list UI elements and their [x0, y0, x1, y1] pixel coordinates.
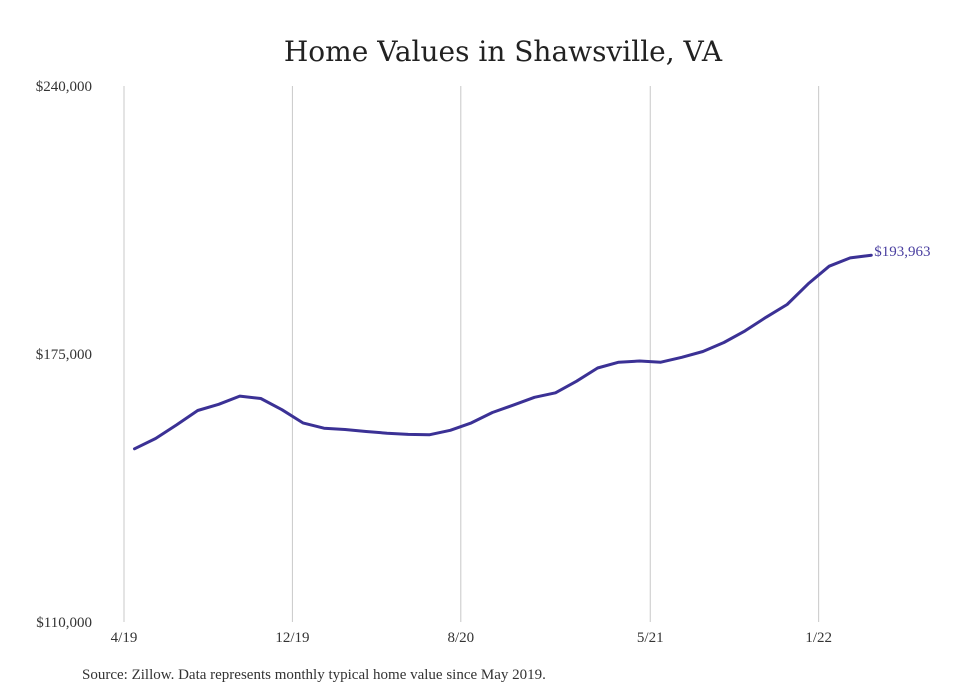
x-tick-label: 12/19: [275, 630, 309, 646]
last-value-label: $193,963: [874, 244, 930, 260]
series-line-0: [133, 253, 873, 451]
y-tick-label: $240,000: [36, 79, 92, 95]
source-note: Source: Zillow. Data represents monthly …: [82, 667, 546, 683]
gridlines: [123, 86, 820, 622]
x-tick-label: 5/21: [637, 630, 664, 646]
x-tick-label: 4/19: [111, 630, 138, 646]
x-tick-label: 1/22: [805, 630, 832, 646]
y-tick-label: $110,000: [36, 615, 92, 631]
y-tick-label: $175,000: [36, 347, 92, 363]
x-tick-label: 8/20: [447, 630, 474, 646]
series-group: [133, 253, 873, 451]
x-axis: 4/19 12/19 8/20 5/21 1/22: [111, 630, 832, 646]
y-axis: $110,000 $175,000 $240,000: [36, 79, 92, 631]
chart-title: Home Values in Shawsville, VA: [284, 35, 723, 68]
